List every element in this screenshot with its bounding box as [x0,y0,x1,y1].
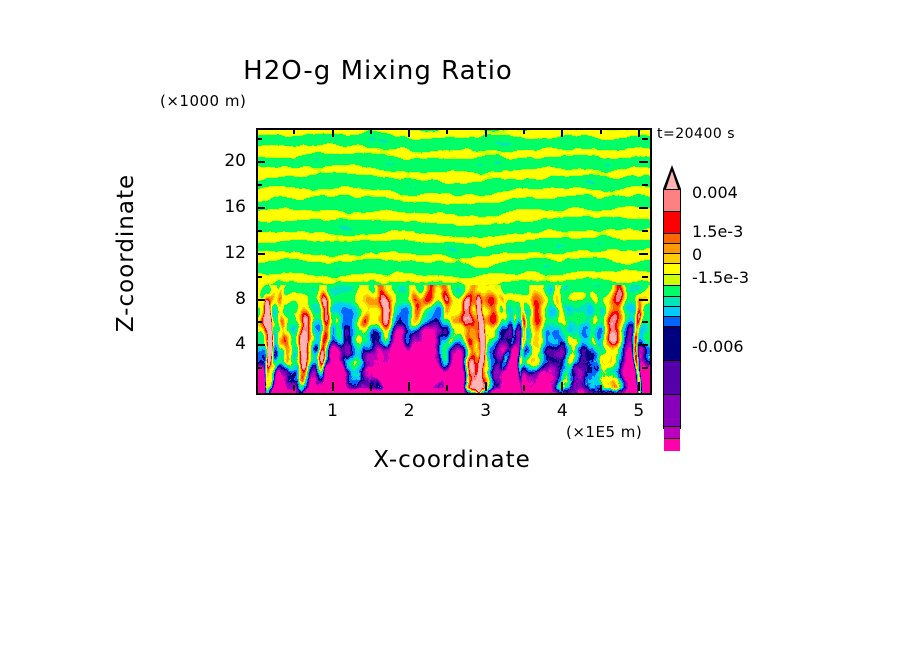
colorbar-segment [664,234,680,244]
y-axis-tick [639,207,648,210]
y-axis-minor-tick [642,229,648,232]
x-axis-tick [331,382,334,391]
x-axis-tick [561,382,564,391]
y-axis-minor-tick [642,184,648,187]
y-axis-minor-tick [256,275,262,278]
y-axis-minor-tick [642,138,648,141]
colorbar-tick-label: 1.5e-3 [692,222,744,241]
y-axis-minor-tick [642,367,648,370]
colorbar-segment [664,439,680,451]
colorbar-segment [664,307,680,317]
y-axis-tick [639,161,648,164]
x-axis-tick [484,128,487,137]
x-axis-title: X-coordinate [373,447,531,473]
y-axis-tick-label: 8 [235,288,246,309]
y-axis-tick [256,207,265,210]
x-axis-tick-label: 5 [633,401,645,421]
contour-plot-area [256,128,652,395]
colorbar-tick-label: 0.004 [692,183,738,202]
y-axis-tick [639,298,648,301]
chart-title-text: H2O-g Mixing Ratio [243,56,513,86]
colorbar-segment [664,361,680,395]
x-axis-tick [637,128,640,137]
x-axis-tick [637,382,640,391]
x-axis-minor-tick [369,385,372,391]
y-axis-minor-tick [256,184,262,187]
y-axis-minor-tick [642,275,648,278]
y-axis-tick-label: 12 [224,242,246,263]
x-axis-unit-label: (×1E5 m) [566,423,643,441]
colorbar-segment [664,297,680,307]
colorbar-segment [664,212,680,234]
x-axis-tick-label: 2 [403,401,415,421]
colorbar-segment [664,327,680,361]
colorbar-segment [664,427,680,439]
colorbar-arrow-fill [666,171,678,189]
chart-title: H2O-g Mixing Ratio [0,56,904,86]
y-axis-tick-label: 16 [224,197,246,218]
colorbar-tick-label: -1.5e-3 [692,268,750,287]
x-axis-minor-tick [522,128,525,134]
x-axis-tick [484,382,487,391]
y-axis-tick [256,252,265,255]
x-axis-tick-label: 1 [327,401,338,421]
y-axis-tick [639,252,648,255]
y-axis-tick [256,298,265,301]
colorbar [663,189,681,451]
y-axis-tick [639,344,648,347]
colorbar-tick-label: -0.006 [692,337,744,356]
x-axis-minor-tick [599,385,602,391]
y-axis-title: Z-coordinate [113,173,139,333]
x-axis-minor-tick [369,128,372,134]
colorbar-segment [664,244,680,254]
x-axis-tick-label: 3 [480,401,492,421]
y-axis-minor-tick [256,321,262,324]
y-axis-minor-tick [256,229,262,232]
x-axis-tick-label: 4 [556,401,568,421]
x-axis-minor-tick [446,385,449,391]
colorbar-segment [664,254,680,264]
y-axis-unit-label: (×1000 m) [160,92,247,110]
y-axis-minor-tick [256,138,262,141]
x-axis-minor-tick [446,128,449,134]
x-axis-tick [408,128,411,137]
x-axis-tick [331,128,334,137]
colorbar-segment [664,286,680,297]
y-axis-tick-label: 20 [224,151,246,172]
y-axis-minor-tick [256,367,262,370]
x-axis-tick [561,128,564,137]
x-axis-minor-tick [293,128,296,134]
colorbar-segment [664,264,680,275]
y-axis-tick [256,344,265,347]
x-axis-minor-tick [293,385,296,391]
contour-field [258,130,650,393]
colorbar-segment [664,275,680,286]
x-axis-minor-tick [522,385,525,391]
colorbar-segment [664,395,680,427]
y-axis-tick-label: 4 [235,334,246,355]
y-axis-minor-tick [642,321,648,324]
colorbar-segment [664,190,680,212]
colorbar-tick-label: 0 [692,245,703,264]
x-axis-tick [408,382,411,391]
timestamp-label: t=20400 s [657,126,735,142]
colorbar-segment [664,317,680,327]
x-axis-minor-tick [599,128,602,134]
y-axis-tick [256,161,265,164]
